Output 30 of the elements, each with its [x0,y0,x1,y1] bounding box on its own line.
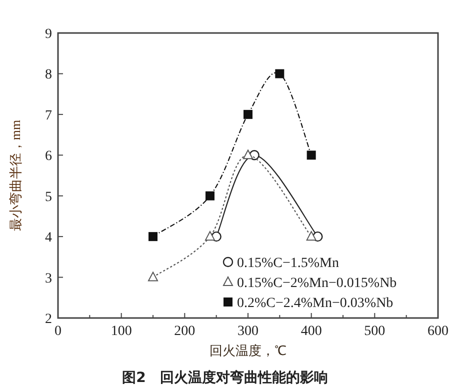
legend-label: 0.15%C−2%Mn−0.015%Nb [237,276,397,291]
y-tick-label: 4 [45,230,52,246]
point [148,272,158,282]
y-tick-label: 3 [45,271,52,286]
point [206,191,214,200]
legend-label: 0.2%C−2.4%Mn−0.03%Nb [237,296,394,311]
x-tick-label: 300 [238,324,258,339]
y-tick-label: 7 [45,108,52,124]
x-tick-label: 100 [110,324,132,339]
y-tick-label: 5 [45,190,52,205]
y-tick-label: 6 [45,149,52,164]
legend-label: 0.15%C−1.5%Mn [237,256,340,271]
y-tick-label: 2 [45,312,52,327]
point [243,150,253,160]
point [306,150,316,160]
x-tick-label: 500 [364,324,386,339]
y-tick-label: 8 [45,68,52,83]
x-axis-title: 回火温度，℃ [210,343,286,358]
x-tick-label: 0 [54,324,62,339]
text: 图2 回火温度对弯曲性能的影响 [122,369,328,386]
x-tick-label: 600 [428,324,448,339]
point [306,231,316,241]
point [205,231,215,241]
x-tick-label: 200 [174,324,196,339]
y-tick-label: 9 [45,27,52,42]
x-tick-label: 400 [300,324,322,339]
point [148,232,158,242]
point [275,69,284,78]
y-axis-title: 最小弯曲半径，mm [8,120,23,232]
point [244,110,252,119]
